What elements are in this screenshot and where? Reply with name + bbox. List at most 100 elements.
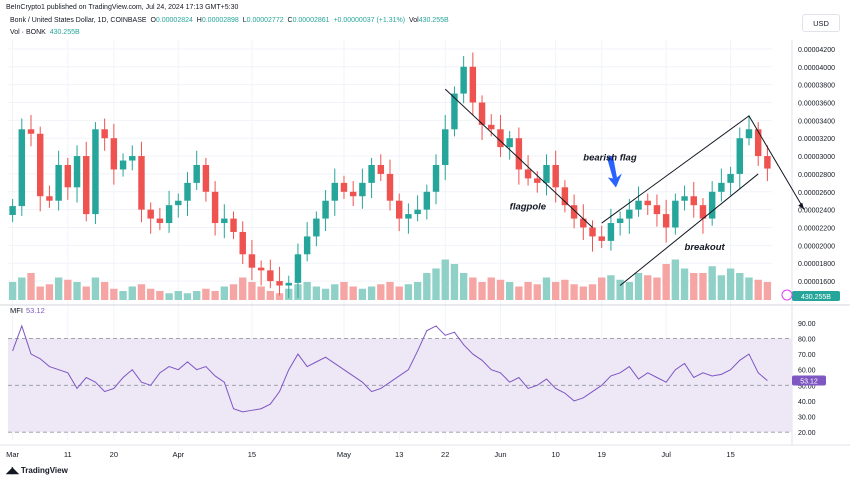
- candle-body: [285, 282, 292, 286]
- candle-body: [506, 138, 513, 148]
- volume-bar: [607, 275, 615, 300]
- volume-bar: [64, 279, 72, 300]
- candle-body: [294, 254, 302, 283]
- price-axis-label: 0.00003000: [798, 154, 835, 161]
- candle-body: [414, 209, 421, 215]
- candle-body: [644, 200, 651, 206]
- volume-bar: [459, 273, 468, 300]
- mfi-legend-value: 53.12: [26, 306, 45, 315]
- volume-bar: [404, 284, 413, 300]
- candle-body: [515, 138, 523, 170]
- time-axis-label: 10: [552, 450, 560, 459]
- price-axis-label: 0.00002600: [798, 190, 835, 197]
- volume-bar: [82, 286, 90, 300]
- volume-bar: [386, 282, 394, 300]
- volume-bar: [229, 284, 238, 300]
- candle-body: [598, 236, 605, 241]
- candle-body: [764, 156, 771, 169]
- time-axis-label: 22: [441, 450, 449, 459]
- candle-body: [27, 129, 35, 134]
- candle-body: [635, 200, 642, 210]
- tradingview-brand: TradingView: [20, 466, 68, 475]
- candle-body: [543, 165, 550, 183]
- time-axis-label: 11: [64, 450, 72, 459]
- volume-bar: [395, 286, 403, 300]
- volume-bar: [413, 282, 422, 300]
- candle-body: [442, 129, 449, 165]
- candle-body: [211, 191, 219, 224]
- volume-bar: [100, 282, 109, 300]
- time-axis-label: 19: [598, 450, 606, 459]
- candle-body: [303, 236, 311, 255]
- volume-bar: [754, 279, 762, 300]
- volume-bar: [662, 264, 670, 300]
- candle-body: [460, 66, 467, 94]
- change-value: +0.00000037 (+1.31%): [333, 17, 406, 24]
- volume-bar: [331, 284, 339, 300]
- price-axis-label: 0.00002000: [798, 243, 835, 250]
- volume-bar: [496, 279, 505, 300]
- currency-button[interactable]: USD: [802, 14, 840, 32]
- time-axis-label: 20: [110, 450, 118, 459]
- candle-body: [524, 169, 532, 179]
- symbol-name[interactable]: Bonk / United States Dollar, 1D, COINBAS…: [10, 17, 147, 24]
- mfi-axis-label: 20.00: [798, 430, 816, 437]
- candle-body: [92, 129, 99, 215]
- candle-body: [36, 133, 44, 197]
- candle-body: [552, 165, 559, 188]
- volume-bar: [54, 277, 63, 300]
- annotation-breakout: breakout: [685, 242, 726, 253]
- candle-body: [681, 196, 688, 201]
- candle-body: [607, 223, 615, 241]
- volume-bar: [680, 268, 689, 300]
- volume-bar: [146, 288, 155, 300]
- volume-tag-text: 430.255B: [801, 294, 831, 301]
- candle-body: [322, 200, 329, 219]
- price-axis-label: 0.00001600: [798, 279, 835, 286]
- candle-body: [662, 214, 670, 228]
- breakout-arrow-head: [798, 202, 805, 210]
- volume-bar: [303, 282, 311, 300]
- candle-body: [690, 196, 697, 206]
- volume-legend-value: 430.255B: [49, 29, 80, 36]
- volume-bar: [377, 284, 385, 300]
- volume-bar: [193, 291, 201, 300]
- close-label: C: [287, 17, 293, 24]
- volume-bar: [202, 288, 210, 300]
- volume-bar: [588, 284, 597, 300]
- price-axis-label: 0.00002200: [798, 226, 835, 233]
- time-axis-label: Mar: [6, 450, 19, 459]
- candle-body: [257, 267, 265, 271]
- candle-body: [718, 182, 725, 192]
- candle-body: [423, 191, 431, 210]
- flagpole-line: [444, 88, 593, 228]
- candle-body: [184, 182, 191, 201]
- candle-body: [230, 218, 237, 232]
- candle-body: [653, 205, 661, 215]
- time-axis-label: 15: [726, 450, 734, 459]
- candle-body: [83, 156, 90, 215]
- candle-body: [432, 165, 440, 192]
- volume-bar: [91, 277, 100, 300]
- volume-bar: [358, 288, 367, 300]
- mfi-title: MFI: [10, 306, 23, 315]
- mfi-value-tag: [792, 375, 826, 386]
- candle-body: [699, 205, 707, 219]
- candle-body: [727, 173, 734, 183]
- candle-body: [708, 191, 716, 219]
- candle-body: [147, 209, 154, 219]
- price-axis-label: 0.00002800: [798, 172, 835, 179]
- price-axis-label: 0.00003200: [798, 136, 835, 143]
- candle-body: [745, 129, 753, 139]
- volume-bar: [726, 268, 735, 300]
- publisher-line: BeInCrypto1 published on TradingView.com…: [6, 4, 239, 11]
- candle-body: [193, 165, 200, 183]
- annotation-bearish-flag: bearish flag: [583, 153, 637, 164]
- candle-body: [64, 165, 72, 188]
- volume-bar: [266, 291, 275, 300]
- volume-bar: [625, 282, 634, 300]
- vol-label: Vol: [408, 17, 419, 24]
- price-axis-label: 0.00003600: [798, 101, 835, 108]
- volume-bar: [110, 288, 118, 300]
